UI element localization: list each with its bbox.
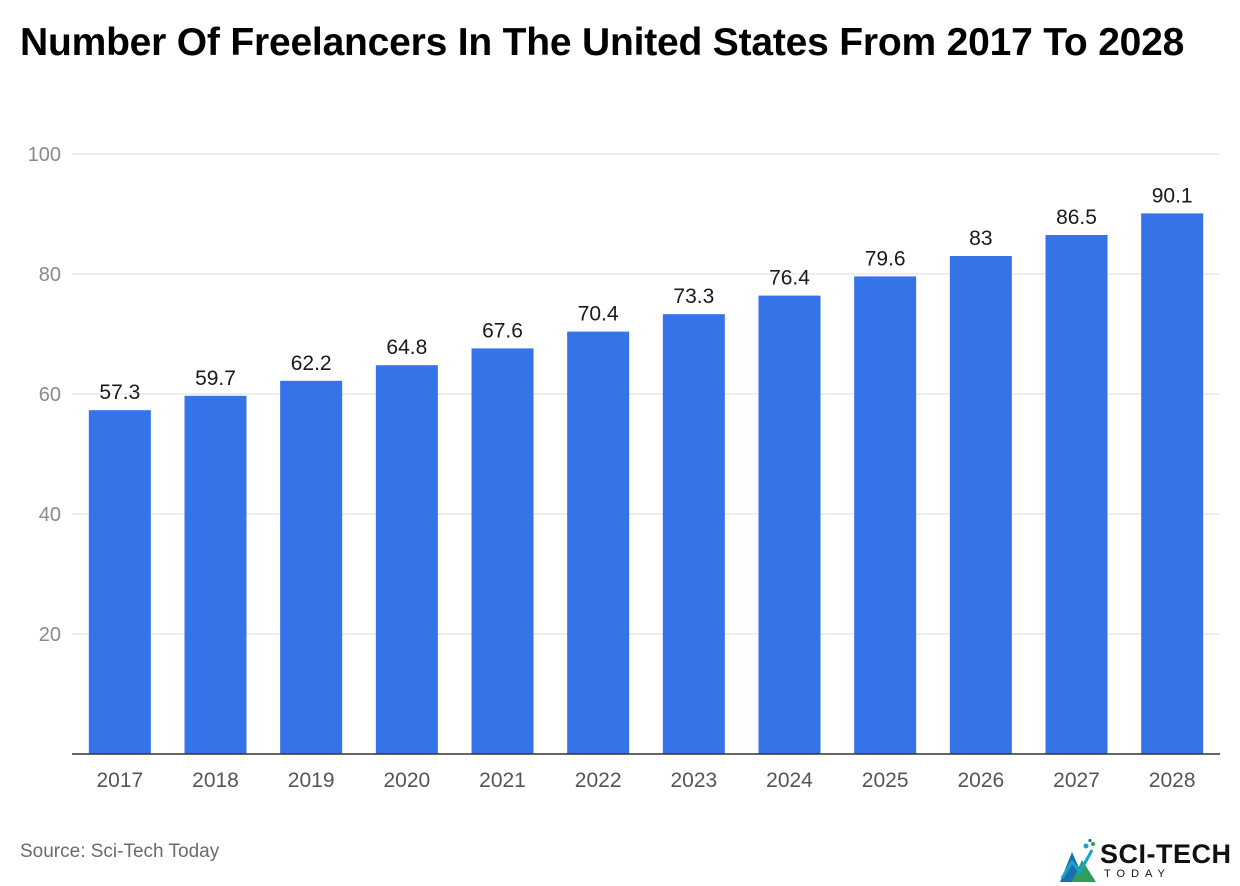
bar-2028 bbox=[1141, 213, 1204, 754]
data-label: 73.3 bbox=[673, 285, 714, 308]
x-tick-label: 2028 bbox=[1149, 769, 1196, 792]
x-tick-label: 2027 bbox=[1053, 769, 1100, 792]
gridlines bbox=[72, 153, 1220, 635]
x-tick-label: 2020 bbox=[383, 769, 430, 792]
logo-dot-2 bbox=[1091, 842, 1095, 846]
bars bbox=[88, 213, 1204, 754]
logo-dot-1 bbox=[1083, 843, 1089, 849]
data-label: 83 bbox=[969, 227, 992, 250]
data-label: 70.4 bbox=[578, 303, 619, 326]
y-tick-label: 20 bbox=[39, 624, 61, 646]
y-tick-label: 40 bbox=[39, 504, 61, 526]
data-label: 57.3 bbox=[99, 381, 140, 404]
x-tick-label: 2018 bbox=[192, 769, 239, 792]
bar-2026 bbox=[949, 256, 1012, 754]
logo-trend-line bbox=[1060, 849, 1094, 879]
source-note: Source: Sci-Tech Today bbox=[20, 841, 220, 862]
logo-dot-3 bbox=[1088, 838, 1092, 843]
x-tick-label: 2017 bbox=[96, 769, 143, 792]
bar-2023 bbox=[662, 314, 725, 754]
data-label: 67.6 bbox=[482, 319, 523, 342]
y-tick-label: 80 bbox=[39, 264, 61, 286]
data-label: 79.6 bbox=[865, 247, 906, 270]
x-axis-tick-labels: 2017 2018 2019 2020 2021 2022 2023 2024 2025 2026… bbox=[96, 769, 1195, 792]
logo-subtext: TODAY bbox=[1104, 868, 1171, 880]
sci-tech-today-logo: SCI-TECH TODAY bbox=[1058, 838, 1234, 884]
data-label: 76.4 bbox=[769, 267, 810, 290]
x-tick-label: 2019 bbox=[288, 769, 335, 792]
x-tick-label: 2024 bbox=[766, 769, 813, 792]
data-label: 64.8 bbox=[386, 336, 427, 359]
logo-mark-icon bbox=[1060, 838, 1096, 882]
bar-2020 bbox=[375, 365, 438, 754]
y-axis-tick-labels: 20 40 60 80 100 bbox=[28, 144, 61, 646]
bar-2027 bbox=[1045, 235, 1108, 754]
data-labels: 57.3 59.7 62.2 64.8 67.6 70.4 73.3 76.4 79.6 83 86… bbox=[99, 184, 1192, 404]
x-tick-label: 2022 bbox=[575, 769, 622, 792]
chart-title: Number Of Freelancers In The United Stat… bbox=[20, 21, 1185, 64]
y-tick-label: 100 bbox=[28, 144, 61, 166]
x-tick-label: 2023 bbox=[670, 769, 717, 792]
bar-2022 bbox=[567, 331, 630, 754]
y-tick-label: 60 bbox=[39, 384, 61, 406]
logo-text: SCI-TECH bbox=[1100, 839, 1232, 869]
logo-triangle-right bbox=[1072, 860, 1096, 882]
x-tick-label: 2021 bbox=[479, 769, 526, 792]
bar-2019 bbox=[280, 380, 343, 754]
x-tick-label: 2025 bbox=[862, 769, 909, 792]
bar-2025 bbox=[854, 276, 917, 754]
data-label: 86.5 bbox=[1056, 206, 1097, 229]
x-tick-label: 2026 bbox=[957, 769, 1004, 792]
bar-2024 bbox=[758, 295, 821, 754]
bar-2018 bbox=[184, 395, 247, 754]
data-label: 90.1 bbox=[1152, 184, 1193, 207]
bar-2021 bbox=[471, 348, 534, 754]
data-label: 59.7 bbox=[195, 367, 236, 390]
bar-2017 bbox=[88, 410, 151, 754]
data-label: 62.2 bbox=[291, 352, 332, 375]
